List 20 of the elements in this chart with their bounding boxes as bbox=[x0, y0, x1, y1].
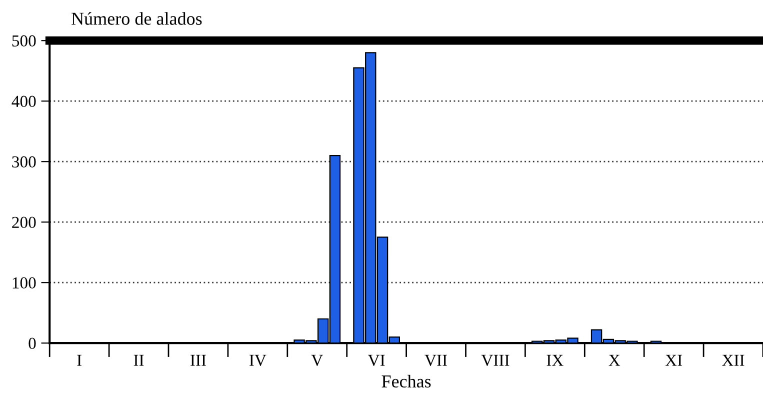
y-tick-label: 200 bbox=[12, 216, 36, 228]
x-tick-label: III bbox=[190, 354, 206, 366]
y-tick-label: 400 bbox=[12, 96, 36, 108]
y-tick-label: 300 bbox=[12, 156, 36, 168]
x-tick-label: XI bbox=[665, 354, 682, 366]
x-tick-label: IX bbox=[546, 354, 564, 366]
y-tick-label: 500 bbox=[12, 35, 36, 47]
x-tick-label: IV bbox=[249, 354, 266, 366]
x-tick-label: I bbox=[77, 354, 82, 366]
x-tick-label: V bbox=[311, 354, 323, 366]
x-tick-label: VII bbox=[424, 354, 448, 366]
x-axis-title: Fechas bbox=[382, 374, 431, 388]
x-tick-label: VI bbox=[368, 354, 385, 366]
y-axis-title: Número de alados bbox=[72, 12, 202, 25]
x-tick-label: XII bbox=[722, 354, 744, 366]
y-tick-label: 0 bbox=[28, 338, 36, 350]
x-tick-label: II bbox=[134, 354, 144, 366]
x-tick-label: X bbox=[608, 354, 620, 366]
y-tick-label: 100 bbox=[12, 277, 36, 289]
x-tick-label: VIII bbox=[481, 354, 510, 366]
